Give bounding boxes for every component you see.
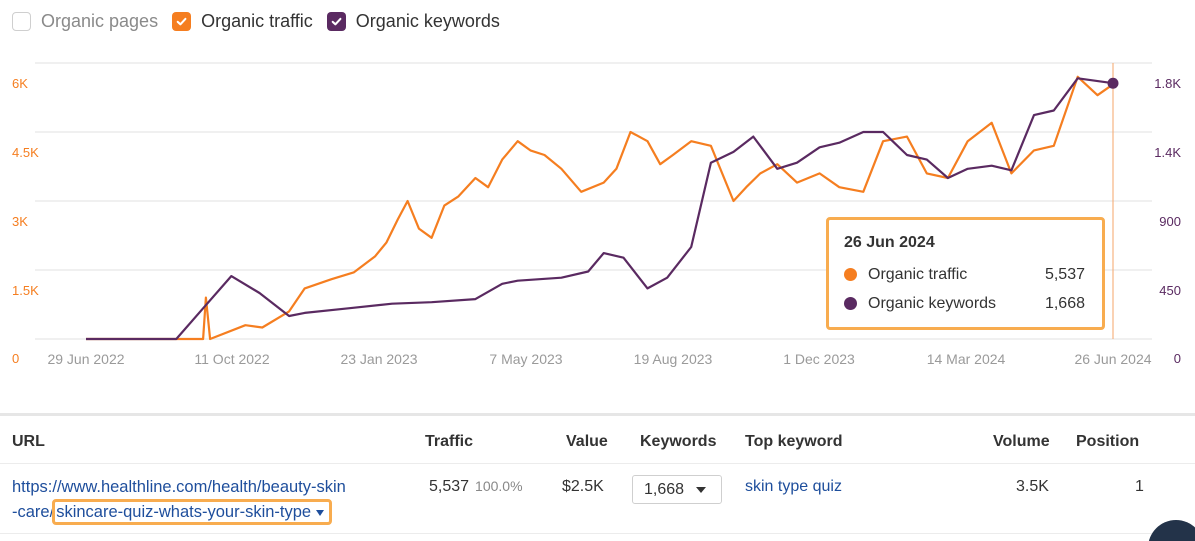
column-header-volume[interactable]: Volume bbox=[993, 433, 1050, 450]
column-header-value[interactable]: Value bbox=[566, 433, 608, 450]
x-axis-tick: 11 Oct 2022 bbox=[194, 351, 270, 367]
x-axis-tick: 19 Aug 2023 bbox=[633, 351, 713, 367]
column-header-url[interactable]: URL bbox=[12, 433, 45, 450]
checkbox-checked-icon[interactable] bbox=[326, 11, 346, 31]
x-axis-tick: 1 Dec 2023 bbox=[783, 351, 855, 367]
column-header-traffic[interactable]: Traffic bbox=[425, 433, 474, 450]
top-keyword-link[interactable]: skin type quiz bbox=[745, 478, 842, 495]
y-axis-left-tick: 3K bbox=[12, 214, 28, 229]
legend-organic-pages[interactable]: Organic pages bbox=[12, 11, 158, 32]
y-axis-right-tick: 450 bbox=[1159, 283, 1181, 298]
column-header-keywords[interactable]: Keywords bbox=[640, 433, 717, 450]
url-cell: https://www.healthline.com/health/beauty… bbox=[12, 475, 412, 525]
legend-organic-keywords[interactable]: Organic keywords bbox=[326, 10, 500, 32]
url-slug: skincare-quiz-whats-your-skin-type bbox=[56, 503, 312, 521]
orange-dot-icon bbox=[844, 268, 857, 281]
x-axis-tick: 14 Mar 2024 bbox=[926, 351, 1006, 367]
column-header-top-keyword[interactable]: Top keyword bbox=[745, 433, 843, 450]
chart-tooltip: 26 Jun 2024 Organic traffic 5,537 Organi… bbox=[826, 217, 1105, 330]
tooltip-series-value: 1,668 bbox=[1044, 294, 1085, 312]
legend-label: Organic keywords bbox=[355, 10, 500, 31]
page-url-link[interactable]: https://www.healthline.com/health/beauty… bbox=[12, 478, 346, 525]
position-cell: 1 bbox=[1135, 478, 1144, 495]
column-header-position[interactable]: Position bbox=[1076, 433, 1140, 450]
checkbox-unchecked-icon[interactable] bbox=[12, 11, 31, 31]
x-axis-tick: 29 Jun 2022 bbox=[47, 351, 125, 367]
x-axis-tick: 7 May 2023 bbox=[489, 351, 563, 367]
legend-label: Organic traffic bbox=[201, 10, 313, 31]
keywords-count: 1,668 bbox=[644, 480, 685, 498]
chart-legend: Organic pages Organic traffic Organic ke… bbox=[12, 9, 514, 33]
y-axis-left-tick: 0 bbox=[12, 351, 20, 366]
keywords-dropdown[interactable]: 1,668 bbox=[632, 475, 722, 504]
purple-dot-icon bbox=[844, 297, 857, 310]
caret-down-icon bbox=[696, 486, 707, 493]
tooltip-series-name: Organic keywords bbox=[868, 294, 997, 312]
tooltip-row-traffic: Organic traffic 5,537 bbox=[844, 260, 1102, 289]
tooltip-series-name: Organic traffic bbox=[868, 265, 968, 283]
y-axis-left-tick: 1.5K bbox=[12, 283, 39, 298]
section-divider bbox=[0, 413, 1195, 416]
tooltip-date: 26 Jun 2024 bbox=[844, 234, 935, 251]
traffic-keywords-chart[interactable]: 6K 4.5K 3K 1.5K 0 1.8K 1.4K 900 450 0 29… bbox=[0, 55, 1195, 375]
tooltip-series-value: 5,537 bbox=[1044, 265, 1085, 283]
y-axis-left-tick: 6K bbox=[12, 76, 28, 91]
table-header: URL Traffic Value Keywords Top keyword V… bbox=[0, 416, 1195, 464]
traffic-value: 5,537 bbox=[429, 478, 470, 495]
table-row: https://www.healthline.com/health/beauty… bbox=[0, 464, 1195, 534]
top-pages-table: URL Traffic Value Keywords Top keyword V… bbox=[0, 416, 1195, 534]
legend-organic-traffic[interactable]: Organic traffic bbox=[172, 11, 313, 32]
caret-down-icon[interactable] bbox=[316, 509, 325, 516]
url-slug-highlight[interactable]: skincare-quiz-whats-your-skin-type bbox=[52, 499, 333, 525]
traffic-percent: 100.0% bbox=[475, 478, 523, 494]
y-axis-left-tick: 4.5K bbox=[12, 145, 39, 160]
y-axis-right-tick: 0 bbox=[1173, 351, 1181, 366]
help-chat-button[interactable] bbox=[1148, 520, 1195, 541]
volume-cell: 3.5K bbox=[1016, 478, 1049, 495]
traffic-cell: 5,537 100.0% bbox=[429, 478, 523, 496]
organic-traffic-line bbox=[86, 75, 1114, 341]
url-line2: -care/ bbox=[12, 503, 55, 521]
url-line1: https://www.healthline.com/health/beauty… bbox=[12, 478, 346, 496]
chart-plot[interactable] bbox=[0, 55, 1195, 375]
tooltip-row-keywords: Organic keywords 1,668 bbox=[844, 289, 1102, 318]
y-axis-right-tick: 1.8K bbox=[1154, 76, 1181, 91]
x-axis-tick: 26 Jun 2024 bbox=[1074, 351, 1152, 367]
legend-label: Organic pages bbox=[41, 10, 159, 31]
organic-keywords-line bbox=[86, 77, 1114, 341]
y-axis-right-tick: 900 bbox=[1159, 214, 1181, 229]
x-axis-tick: 23 Jan 2023 bbox=[340, 351, 418, 367]
y-axis-right-tick: 1.4K bbox=[1154, 145, 1181, 160]
value-cell: $2.5K bbox=[562, 478, 604, 495]
checkbox-checked-icon[interactable] bbox=[172, 11, 192, 31]
